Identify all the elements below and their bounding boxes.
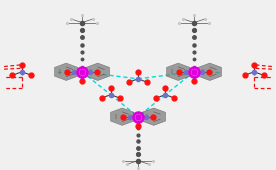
Polygon shape [110,108,134,125]
Polygon shape [142,108,166,125]
Polygon shape [166,63,190,81]
Polygon shape [86,63,110,81]
Polygon shape [198,63,222,81]
Polygon shape [54,63,78,81]
